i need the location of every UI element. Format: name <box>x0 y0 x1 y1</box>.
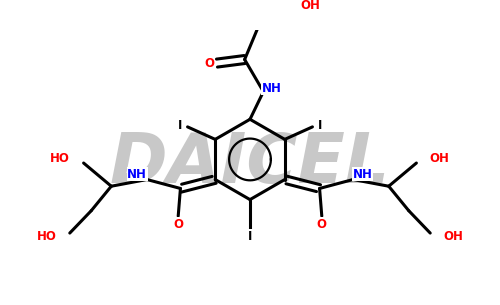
Text: O: O <box>173 218 183 231</box>
Text: I: I <box>318 119 322 131</box>
Text: OH: OH <box>300 0 320 13</box>
Text: NH: NH <box>127 168 147 181</box>
Text: O: O <box>204 57 214 70</box>
Text: OH: OH <box>444 230 464 243</box>
Text: OH: OH <box>430 152 450 165</box>
Text: HO: HO <box>50 152 70 165</box>
Text: DAICEL: DAICEL <box>110 131 390 197</box>
Text: O: O <box>317 218 327 231</box>
Text: I: I <box>248 230 252 243</box>
Text: NH: NH <box>353 168 373 181</box>
Text: I: I <box>178 119 182 131</box>
Text: HO: HO <box>36 230 56 243</box>
Text: NH: NH <box>262 81 281 95</box>
